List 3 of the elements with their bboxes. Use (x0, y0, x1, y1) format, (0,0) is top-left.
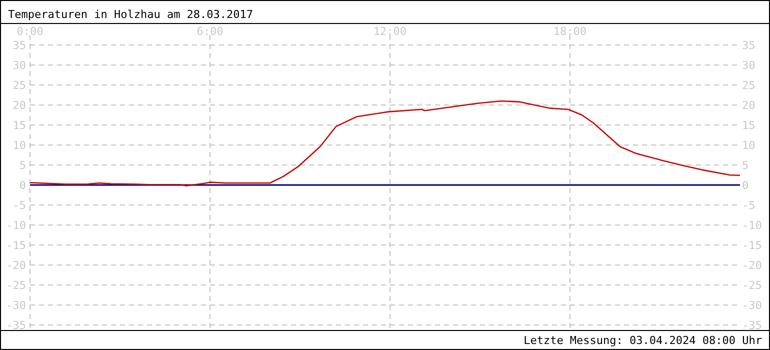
text: Letzte Messung: 03.04.2024 08:00 Uhr (524, 334, 762, 347)
chart-title: Temperaturen in Holzhau am 28.03.2017 (8, 8, 254, 21)
line-series (29, 100, 741, 186)
